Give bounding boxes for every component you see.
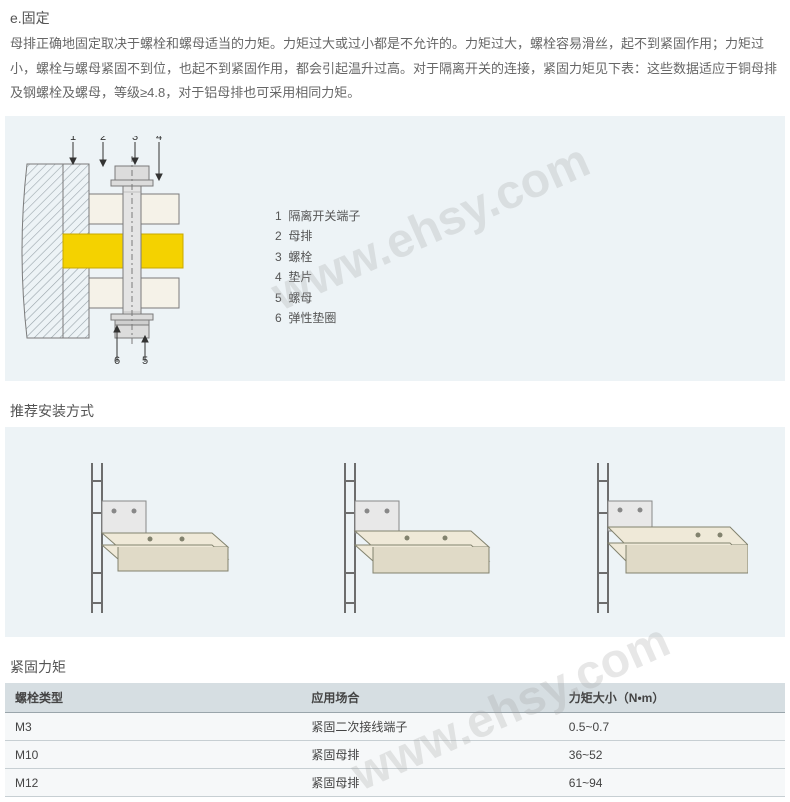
legend-item: 2 母排 [275,226,775,246]
callout-1: 1 [70,136,76,143]
diagram-legend: 1 隔离开关端子 2 母排 3 螺栓 4 垫片 5 螺母 6 弹性垫圈 [265,136,775,369]
torque-heading: 紧固力矩 [0,647,790,683]
install-heading: 推荐安装方式 [0,391,790,427]
col-application: 应用场合 [301,683,558,713]
legend-item: 1 隔离开关端子 [275,206,775,226]
table-row: M3 紧固二次接线端子 0.5~0.7 [5,713,785,741]
install-method-3 [548,463,748,613]
legend-item: 4 垫片 [275,267,775,287]
col-bolt-type: 螺栓类型 [5,683,301,713]
table-row: M12 紧固母排 61~94 [5,769,785,797]
callout-5: 5 [142,355,148,366]
legend-item: 3 螺栓 [275,247,775,267]
callout-2: 2 [100,136,106,143]
legend-item: 5 螺母 [275,288,775,308]
table-header-row: 螺栓类型 应用场合 力矩大小（N•m） [5,683,785,713]
callout-4: 4 [156,136,162,143]
callout-6: 6 [114,355,120,366]
col-torque: 力矩大小（N•m） [559,683,785,713]
torque-table: 螺栓类型 应用场合 力矩大小（N•m） M3 紧固二次接线端子 0.5~0.7 … [5,683,785,797]
bolt-diagram-panel: 1 2 3 4 6 5 1 隔离开关端子 2 母排 3 螺栓 4 垫片 5 螺母… [5,116,785,381]
callout-3: 3 [132,136,138,143]
bolt-cross-section-diagram: 1 2 3 4 6 5 [15,136,265,369]
install-method-2 [295,463,495,613]
table-row: M10 紧固母排 36~52 [5,741,785,769]
body-paragraph: 母排正确地固定取决于螺栓和螺母适当的力矩。力矩过大或过小都是不允许的。力矩过大，… [0,32,790,116]
legend-item: 6 弹性垫圈 [275,308,775,328]
section-heading: e.固定 [0,0,790,32]
install-methods-panel [5,427,785,637]
install-method-1 [42,463,242,613]
